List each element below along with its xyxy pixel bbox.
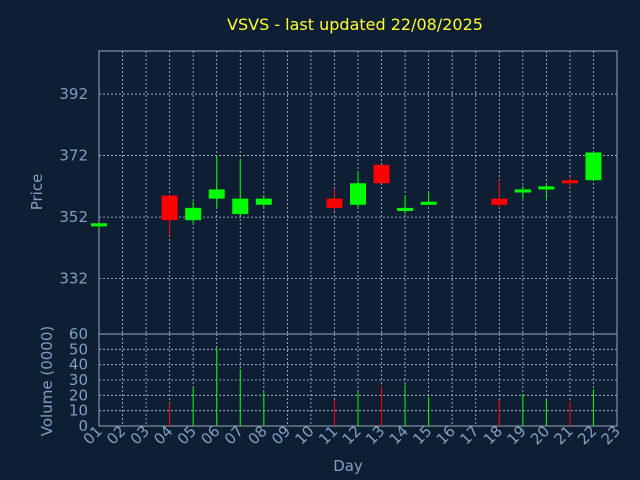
chart-title: VSVS - last updated 22/08/2025 <box>227 15 483 34</box>
candle-body <box>420 201 437 205</box>
candle-body <box>585 152 602 181</box>
candle-body <box>350 183 366 205</box>
candle-body <box>397 207 414 211</box>
candle-body <box>161 195 178 221</box>
price-tick-label: 372 <box>59 147 88 165</box>
candle-body <box>491 198 508 205</box>
volume-tick-label: 10 <box>69 402 88 420</box>
candle-body <box>91 223 107 227</box>
candle-body <box>538 186 555 190</box>
candlesticks <box>91 152 602 236</box>
volume-axis-label: Volume (0000) <box>38 326 56 436</box>
price-tick-label: 352 <box>59 208 88 226</box>
volume-tick-label: 40 <box>69 356 88 374</box>
price-tick-label: 332 <box>59 270 88 288</box>
price-axis-label: Price <box>28 174 46 211</box>
candle-body <box>255 198 272 205</box>
volume-tick-label: 20 <box>69 386 88 404</box>
volume-tick-label: 60 <box>69 325 88 343</box>
volume-bars <box>169 347 594 426</box>
candle-body <box>373 164 390 184</box>
price-axis-ticks: 332 352 372 392 <box>59 85 88 288</box>
x-axis-label: Day <box>333 457 363 475</box>
volume-tick-label: 30 <box>69 371 88 389</box>
volume-tick-label: 0 <box>78 417 88 435</box>
day-axis-ticks: 0102030405060708091011121314151617181920… <box>80 422 624 448</box>
volume-tick-label: 50 <box>69 340 88 358</box>
candle-body <box>326 198 343 208</box>
candle-body <box>208 189 225 199</box>
candle-body <box>514 189 531 193</box>
candle-body <box>185 207 202 221</box>
candle-body <box>561 180 578 184</box>
candle-body <box>232 198 249 215</box>
price-tick-label: 392 <box>59 85 88 103</box>
